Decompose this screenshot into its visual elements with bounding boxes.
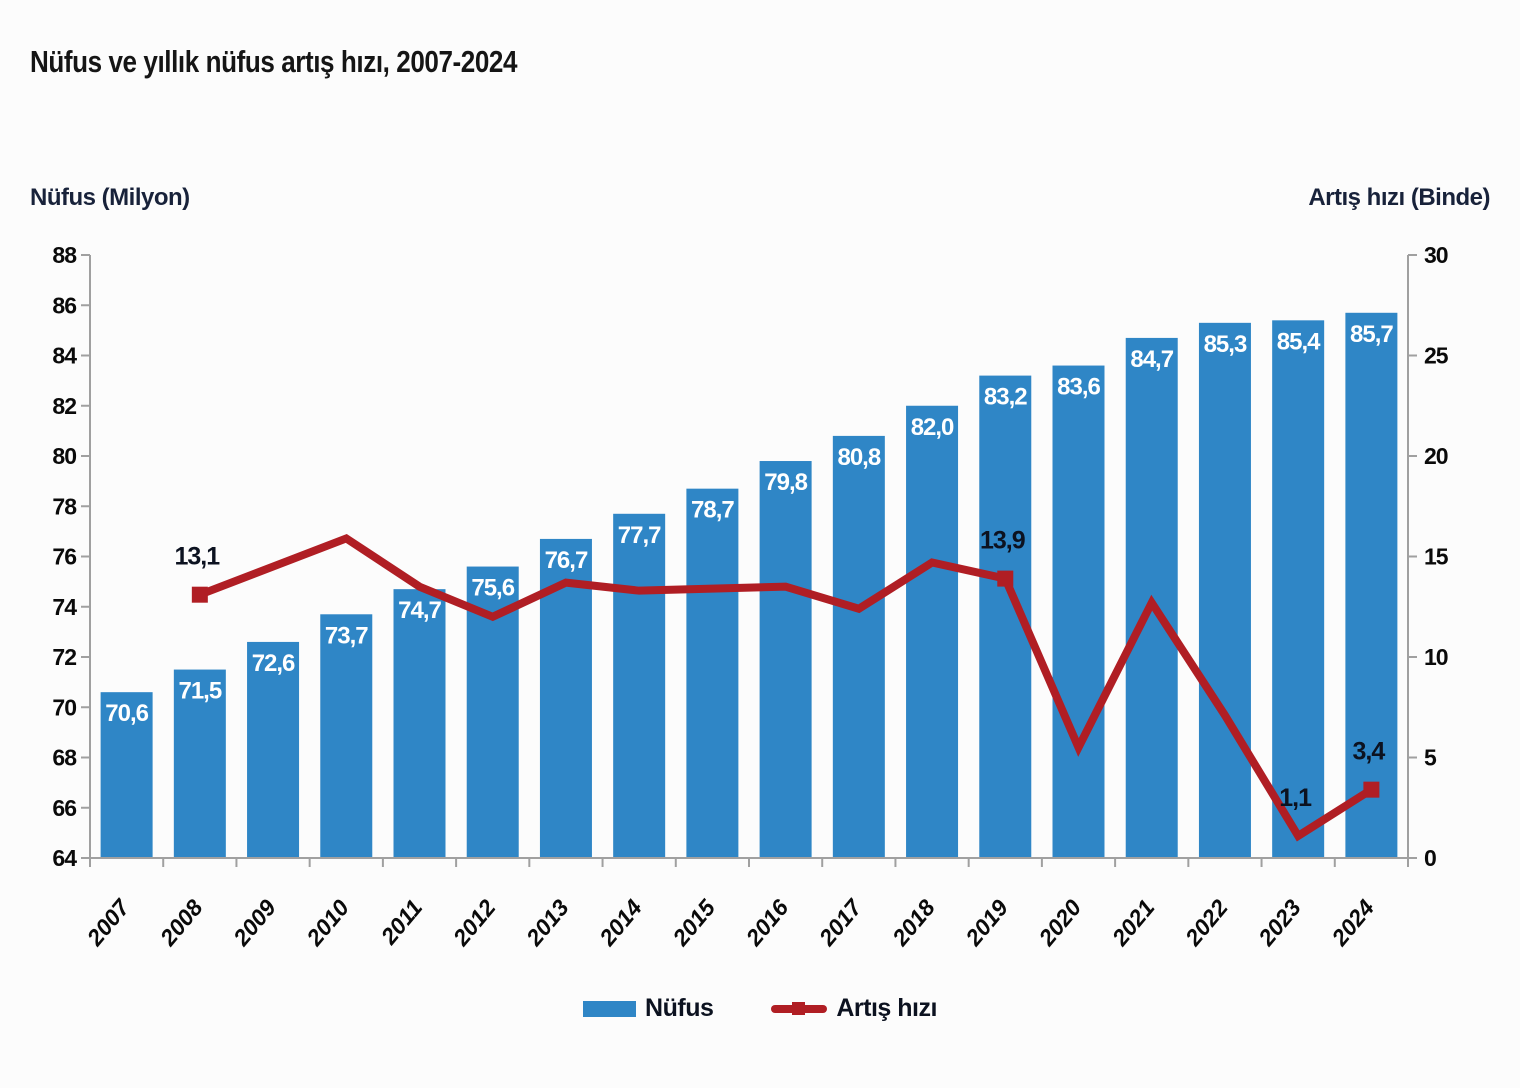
bar-label-2019: 83,2: [984, 384, 1027, 411]
bar-label-2015: 78,7: [691, 497, 734, 524]
right-tick-label-30: 30: [1424, 242, 1448, 268]
chart-title: Nüfus ve yıllık nüfus artış hızı, 2007-2…: [30, 44, 518, 79]
bar-2015: [686, 488, 739, 858]
year-label-2012: 2012: [447, 894, 501, 951]
year-label-2011: 2011: [375, 895, 427, 950]
right-tick-label-5: 5: [1424, 745, 1437, 771]
bar-2023: [1272, 320, 1325, 858]
year-label-2023: 2023: [1253, 894, 1307, 951]
growth-marker-2008: [191, 586, 208, 603]
right-tick-label-25: 25: [1424, 343, 1449, 369]
year-label-2013: 2013: [520, 894, 574, 951]
bar-label-2008: 71,5: [178, 678, 221, 705]
artis-hizi-line-swatch-icon: [771, 1001, 828, 1015]
bar-label-2016: 79,8: [764, 469, 807, 496]
year-label-2019: 2019: [960, 894, 1014, 951]
bar-label-2012: 75,6: [471, 575, 514, 602]
bar-2008: [173, 669, 226, 858]
right-tick-label-20: 20: [1424, 443, 1448, 469]
bar-2017: [832, 435, 885, 858]
bar-2011: [393, 589, 446, 858]
year-label-2015: 2015: [667, 894, 721, 952]
year-label-2016: 2016: [740, 894, 794, 951]
growth-marker-2024: [1363, 781, 1380, 798]
left-tick-label-78: 78: [52, 493, 77, 519]
bar-label-2013: 76,7: [545, 547, 588, 574]
legend-label-nufus: Nüfus: [645, 994, 714, 1022]
left-tick-label-82: 82: [52, 393, 76, 419]
bar-2020: [1052, 365, 1105, 858]
year-label-2022: 2022: [1179, 894, 1233, 951]
growth-label-2023: 1,1: [1279, 784, 1312, 812]
left-tick-label-72: 72: [52, 644, 76, 670]
bar-label-2021: 84,7: [1130, 346, 1173, 373]
bar-2014: [613, 513, 666, 858]
legend-item-nufus: Nüfus: [583, 994, 714, 1023]
bar-label-2022: 85,3: [1204, 331, 1247, 358]
growth-label-2008: 13,1: [174, 543, 220, 571]
left-tick-label-66: 66: [52, 795, 76, 821]
year-label-2017: 2017: [813, 894, 867, 952]
right-axis-caption: Artış hızı (Binde): [1308, 184, 1490, 211]
legend-label-artis-hizi: Artış hızı: [836, 994, 937, 1022]
bar-label-2017: 80,8: [837, 444, 880, 471]
growth-label-2019: 13,9: [980, 527, 1025, 555]
year-label-2007: 2007: [81, 894, 135, 952]
right-tick-label-15: 15: [1424, 544, 1449, 570]
growth-marker-2019: [997, 570, 1014, 587]
left-tick-label-76: 76: [52, 544, 76, 570]
bar-label-2009: 72,6: [252, 650, 295, 677]
legend: Nüfus Artış hızı: [0, 994, 1520, 1023]
right-tick-label-0: 0: [1424, 845, 1436, 871]
year-label-2020: 2020: [1033, 894, 1087, 951]
left-tick-label-84: 84: [52, 343, 77, 369]
artis-hizi-marker-icon: [792, 1001, 806, 1015]
left-tick-label-70: 70: [52, 694, 76, 720]
growth-line: [198, 533, 1374, 842]
year-label-2024: 2024: [1326, 894, 1380, 951]
bar-label-2024: 85,7: [1350, 321, 1393, 348]
left-tick-label-86: 86: [52, 292, 76, 318]
bar-label-2010: 73,7: [325, 622, 368, 649]
left-tick-label-68: 68: [52, 745, 77, 771]
year-label-2010: 2010: [301, 894, 355, 951]
bar-2022: [1198, 322, 1251, 858]
year-label-2018: 2018: [886, 894, 940, 951]
left-tick-label-88: 88: [52, 242, 77, 268]
bar-2007: [100, 692, 153, 858]
bar-2024: [1345, 312, 1398, 859]
bar-2016: [759, 461, 812, 858]
bar-2009: [247, 641, 300, 858]
year-label-2014: 2014: [594, 894, 648, 951]
legend-item-artis-hizi: Artış hızı: [771, 994, 937, 1023]
bar-label-2023: 85,4: [1277, 328, 1321, 355]
bar-2010: [320, 614, 373, 858]
bar-label-2007: 70,6: [105, 700, 148, 727]
left-tick-label-64: 64: [52, 845, 77, 871]
bar-label-2018: 82,0: [911, 414, 954, 441]
growth-label-2024: 3,4: [1353, 738, 1386, 766]
bar-label-2011: 74,7: [398, 597, 441, 624]
left-tick-label-80: 80: [52, 443, 76, 469]
nufus-bar-swatch-icon: [583, 1000, 637, 1017]
left-tick-label-74: 74: [52, 594, 77, 620]
year-label-2008: 2008: [154, 894, 208, 951]
bar-2018: [906, 405, 959, 858]
year-label-2009: 2009: [227, 894, 281, 951]
right-tick-label-10: 10: [1424, 644, 1448, 670]
bar-label-2020: 83,6: [1057, 374, 1100, 401]
bar-label-2014: 77,7: [618, 522, 661, 549]
year-label-2021: 2021: [1106, 895, 1159, 952]
left-axis-caption: Nüfus (Milyon): [30, 184, 190, 211]
